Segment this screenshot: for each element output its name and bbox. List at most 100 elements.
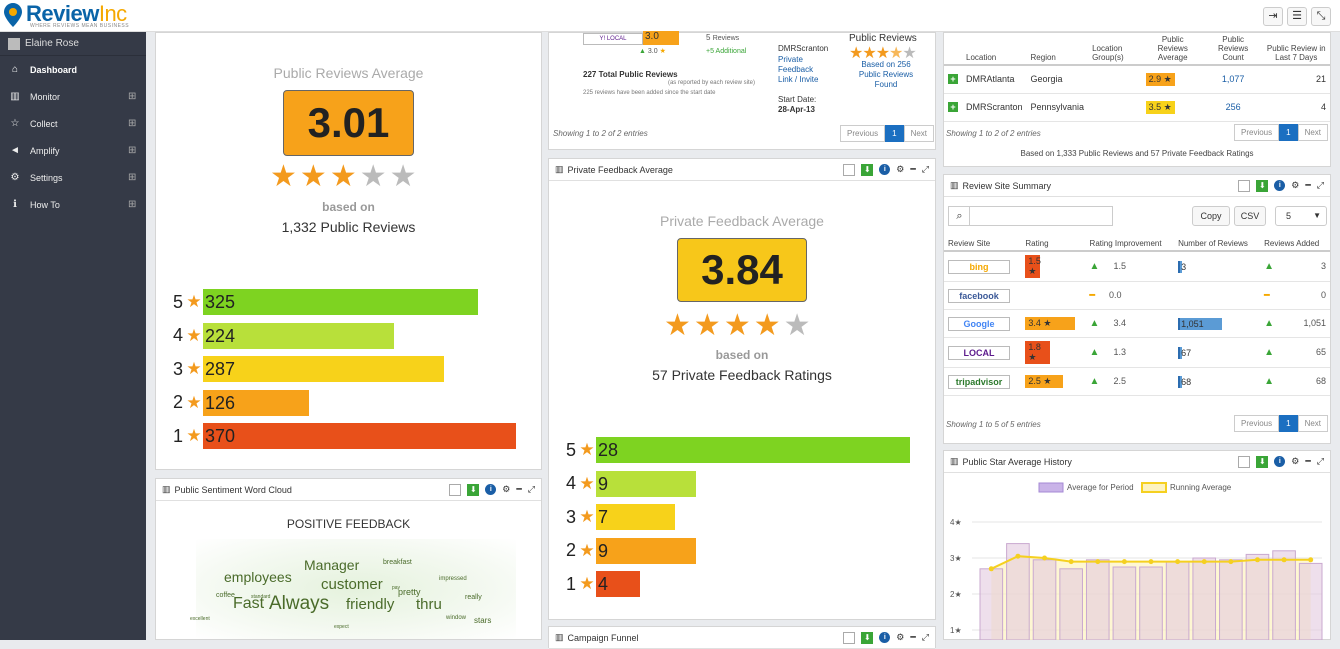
minimize-icon[interactable]: ━ [910, 164, 916, 174]
download-icon[interactable]: ⬇ [861, 163, 874, 176]
running-average-point[interactable] [1095, 559, 1101, 565]
menu-icon[interactable]: ☰ [1287, 7, 1307, 26]
gear-icon[interactable]: ⚙ [1291, 456, 1300, 466]
sidebar-item-monitor[interactable]: ▥ Monitor ⊞ [0, 83, 146, 110]
review-site-logo[interactable]: tripadvisor [948, 374, 1010, 389]
table-row[interactable]: facebook ━ 0.0 ━ 0 [944, 281, 1330, 310]
gear-icon[interactable]: ⚙ [896, 632, 905, 642]
running-average-point[interactable] [1175, 559, 1181, 565]
period-bar[interactable] [1139, 566, 1163, 640]
gear-icon[interactable]: ⚙ [502, 484, 511, 494]
minimize-icon[interactable]: ━ [1305, 180, 1311, 190]
location-cell[interactable]: DMRAtlanta [962, 65, 1027, 94]
sidebar-item-settings[interactable]: ⚙ Settings ⊞ [0, 164, 146, 191]
period-bar[interactable] [1219, 559, 1243, 640]
download-icon[interactable]: ⬇ [467, 483, 480, 496]
period-bar[interactable] [1059, 568, 1083, 640]
column-header[interactable]: Rating [1021, 237, 1086, 252]
column-header[interactable]: Public Reviews Count [1203, 33, 1263, 66]
info-icon[interactable]: i [1274, 180, 1286, 191]
period-bar[interactable] [1006, 543, 1030, 640]
csv-button[interactable]: CSV [1234, 206, 1266, 226]
gear-icon[interactable]: ⚙ [1291, 180, 1300, 190]
period-bar[interactable] [1192, 557, 1217, 640]
table-row[interactable]: tripadvisor 2.5 ★ ▲ 2.5 68 ▲ 68 [944, 367, 1330, 396]
expand-icon[interactable]: ⤢ [921, 164, 929, 174]
expand-plus-icon[interactable]: ⊞ [128, 145, 137, 156]
running-average-point[interactable] [1308, 557, 1314, 563]
count-cell[interactable]: 1,077 [1203, 65, 1263, 94]
review-site-logo[interactable]: facebook [948, 288, 1010, 303]
running-average-point[interactable] [1201, 559, 1207, 565]
period-bar[interactable] [1032, 559, 1057, 640]
table-row[interactable]: + DMRScranton Pennsylvania 3.5 ★ 256 4 [944, 93, 1330, 122]
review-site-logo[interactable]: Google [948, 316, 1010, 331]
download-icon[interactable]: ⬇ [1256, 455, 1269, 468]
fullscreen-icon[interactable]: ⤡ [1311, 7, 1331, 26]
count-cell[interactable]: 256 [1203, 93, 1263, 122]
running-average-point[interactable] [1228, 559, 1234, 565]
info-icon[interactable]: i [879, 632, 891, 643]
expand-row-icon[interactable]: + [948, 74, 958, 85]
public-reviews-found[interactable]: Based on 256 [861, 60, 911, 69]
period-bar[interactable] [1165, 561, 1190, 640]
running-average-point[interactable] [988, 566, 994, 572]
column-header[interactable]: Location [962, 33, 1027, 66]
running-average-point[interactable] [1042, 555, 1048, 561]
column-header[interactable]: Region [1026, 33, 1089, 66]
next-button[interactable]: Next [903, 125, 935, 142]
select-checkbox[interactable] [449, 483, 462, 496]
logout-icon[interactable]: ⇥ [1263, 7, 1283, 26]
previous-button[interactable]: Previous [1234, 124, 1280, 141]
period-bar[interactable] [979, 568, 1004, 640]
running-average-point[interactable] [1281, 557, 1287, 563]
table-row[interactable]: LOCAL 1.8 ★ ▲ 1.3 67 ▲ 65 [944, 337, 1330, 368]
column-header[interactable]: Location Group(s) [1088, 33, 1142, 66]
expand-icon[interactable]: ⤢ [527, 484, 535, 494]
legend-label-period[interactable]: Average for Period [1067, 483, 1134, 492]
download-icon[interactable]: ⬇ [861, 631, 874, 644]
sidebar-item-amplify[interactable]: ◄ Amplify ⊞ [0, 137, 146, 164]
expand-icon[interactable]: ⤢ [1316, 456, 1324, 466]
download-icon[interactable]: ⬇ [1256, 179, 1269, 192]
previous-button[interactable]: Previous [840, 125, 886, 142]
expand-plus-icon[interactable]: ⊞ [128, 172, 137, 183]
previous-button[interactable]: Previous [1234, 415, 1280, 432]
column-header[interactable]: Review Site [944, 237, 1022, 252]
expand-row-icon[interactable]: + [948, 102, 958, 112]
column-header[interactable]: Public Reviews Average [1141, 33, 1204, 66]
page-1-button[interactable]: 1 [1279, 124, 1298, 141]
column-header[interactable]: Public Review in Last 7 Days [1262, 33, 1330, 66]
period-bar[interactable] [1112, 566, 1137, 640]
period-bar[interactable] [1245, 553, 1270, 640]
period-bar[interactable] [1085, 559, 1110, 640]
sidebar-item-how-to[interactable]: ℹ How To ⊞ [0, 191, 146, 218]
minimize-icon[interactable]: ━ [516, 484, 522, 494]
running-average-point[interactable] [1121, 559, 1127, 565]
table-row[interactable]: Google 3.4 ★ ▲ 3.4 1,051 ▲ 1,051 [944, 309, 1330, 338]
legend-label-running[interactable]: Running Average [1170, 483, 1232, 492]
user-info[interactable]: Elaine Rose [0, 32, 146, 56]
select-checkbox[interactable] [1238, 455, 1251, 468]
info-icon[interactable]: i [1274, 456, 1286, 467]
info-icon[interactable]: i [485, 484, 497, 495]
period-bar[interactable] [1272, 550, 1296, 640]
expand-plus-icon[interactable]: ⊞ [128, 199, 137, 210]
public-reviews-found[interactable]: Public Reviews [858, 70, 914, 79]
expand-plus-icon[interactable]: ⊞ [128, 118, 137, 129]
select-checkbox[interactable] [843, 163, 856, 176]
gear-icon[interactable]: ⚙ [896, 164, 905, 174]
sidebar-item-collect[interactable]: ☆ Collect ⊞ [0, 110, 146, 137]
site-search-input[interactable] [969, 206, 1113, 226]
page-size-select[interactable]: 5 ▼ [1275, 206, 1327, 226]
private-feedback-link[interactable]: Link / Invite [778, 75, 819, 84]
column-header[interactable] [944, 33, 962, 66]
sidebar-item-dashboard[interactable]: ⌂ Dashboard [0, 56, 146, 83]
location-cell[interactable]: DMRScranton [962, 93, 1027, 122]
page-1-button[interactable]: 1 [1279, 415, 1298, 432]
reviewinc-logo[interactable]: ReviewInc WHERE REVIEWS MEAN BUSINESS [4, 1, 144, 30]
column-header[interactable]: Number of Reviews [1174, 237, 1261, 252]
running-average-point[interactable] [1068, 559, 1074, 565]
expand-icon[interactable]: ⤢ [921, 632, 929, 642]
column-header[interactable]: Reviews Added [1260, 237, 1330, 252]
